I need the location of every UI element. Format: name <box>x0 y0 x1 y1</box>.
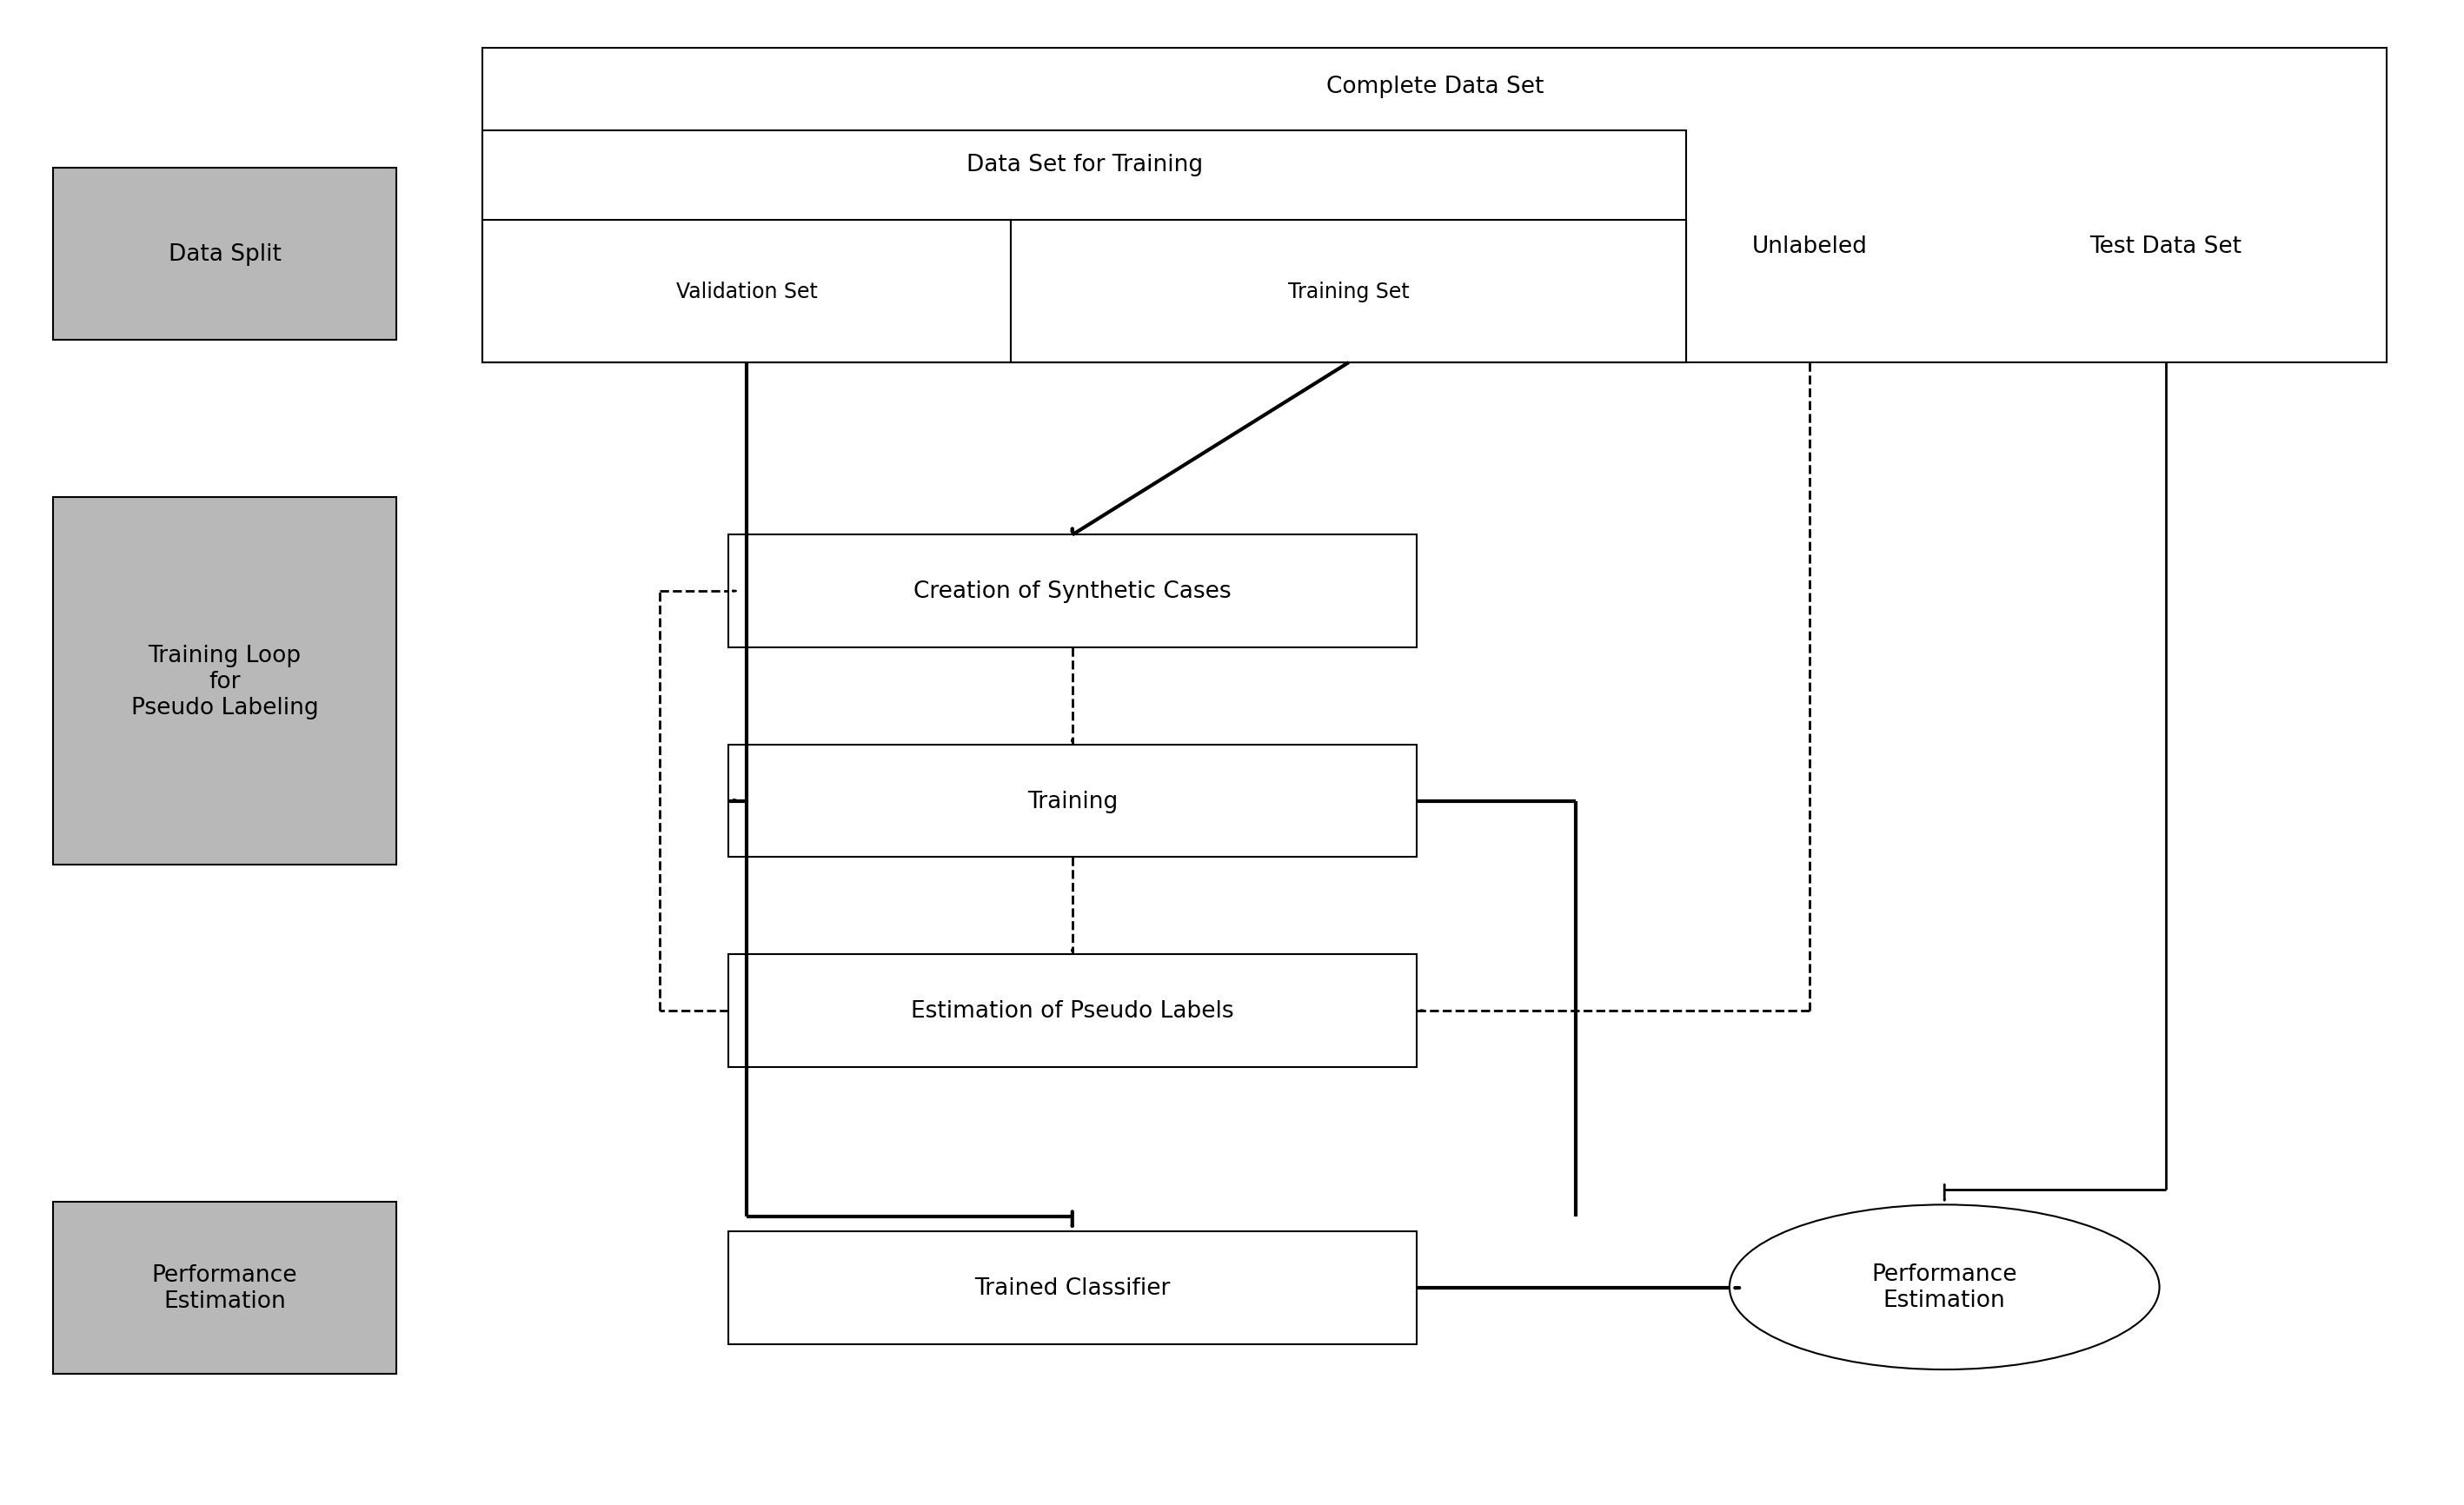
Text: Training: Training <box>1027 790 1119 813</box>
Text: Validation Set: Validation Set <box>675 281 818 303</box>
Ellipse shape <box>1730 1206 2158 1370</box>
FancyBboxPatch shape <box>483 131 1685 363</box>
FancyBboxPatch shape <box>483 48 2388 363</box>
FancyBboxPatch shape <box>483 221 1010 363</box>
Text: Estimation of Pseudo Labels: Estimation of Pseudo Labels <box>912 999 1234 1022</box>
Text: Training Loop
for
Pseudo Labeling: Training Loop for Pseudo Labeling <box>131 644 318 719</box>
Text: Creation of Synthetic Cases: Creation of Synthetic Cases <box>914 581 1232 604</box>
Text: Test Data Set: Test Data Set <box>2089 235 2242 257</box>
FancyBboxPatch shape <box>729 954 1417 1067</box>
Text: Data Set for Training: Data Set for Training <box>966 154 1202 176</box>
FancyBboxPatch shape <box>729 536 1417 647</box>
FancyBboxPatch shape <box>729 745 1417 858</box>
FancyBboxPatch shape <box>52 169 397 340</box>
Text: Performance
Estimation: Performance Estimation <box>153 1264 298 1312</box>
Text: Data Split: Data Split <box>168 244 281 266</box>
FancyBboxPatch shape <box>52 498 397 865</box>
FancyBboxPatch shape <box>52 1202 397 1374</box>
Text: Performance
Estimation: Performance Estimation <box>1873 1263 2018 1311</box>
FancyBboxPatch shape <box>1010 221 1685 363</box>
FancyBboxPatch shape <box>729 1231 1417 1344</box>
Text: Complete Data Set: Complete Data Set <box>1326 75 1542 98</box>
Text: Trained Classifier: Trained Classifier <box>973 1276 1170 1299</box>
Text: Unlabeled: Unlabeled <box>1752 235 1868 257</box>
Text: Training Set: Training Set <box>1289 281 1409 303</box>
